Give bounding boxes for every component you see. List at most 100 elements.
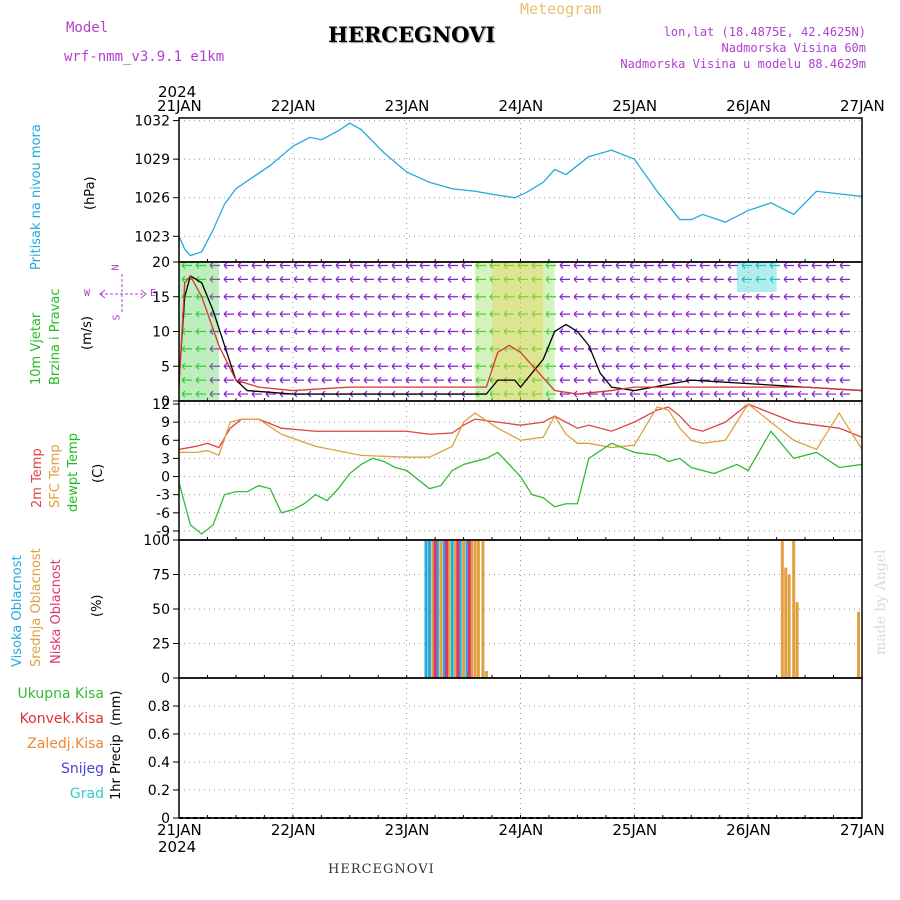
wind-arrow xyxy=(755,310,766,318)
wind-arrow xyxy=(811,390,822,398)
wind-arrow xyxy=(559,293,570,301)
wind-arrow xyxy=(447,293,458,301)
wind-arrow xyxy=(321,275,332,283)
wind-arrow xyxy=(741,390,752,398)
wind-arrow xyxy=(559,328,570,335)
wind-arrow xyxy=(685,275,696,283)
wind-arrow xyxy=(629,362,640,370)
wind-arrow xyxy=(531,376,542,384)
wind-gust-zone xyxy=(474,262,555,401)
wind-arrow xyxy=(503,328,514,335)
wind-arrow xyxy=(839,262,850,269)
wind-arrow xyxy=(825,310,836,318)
wind-arrow xyxy=(363,310,374,318)
cloud-bar xyxy=(445,540,449,678)
wind-arrow xyxy=(573,376,584,384)
elevation-label: Nadmorska Visina 60m xyxy=(721,41,867,55)
wind-arrow xyxy=(223,310,234,318)
wind-arrow xyxy=(307,328,318,335)
wind-arrow xyxy=(825,275,836,283)
wind-arrow xyxy=(461,376,472,384)
wind-arrow xyxy=(349,328,360,335)
cloud-bar xyxy=(473,540,477,678)
wind-arrow xyxy=(321,328,332,335)
wind-arrow xyxy=(265,293,276,301)
wind-arrow xyxy=(615,376,626,384)
wind-arrow xyxy=(741,310,752,318)
cloud-bar xyxy=(462,540,466,678)
wind-arrow xyxy=(839,328,850,335)
wind-arrow xyxy=(475,362,486,370)
y-tick-label: 0.6 xyxy=(148,727,170,743)
wind-arrow xyxy=(195,345,206,353)
wind-arrow xyxy=(237,328,248,335)
series-line-2 xyxy=(178,430,863,535)
y-tick-label: 0 xyxy=(161,394,170,410)
wind-arrow xyxy=(475,376,486,384)
wind-arrow xyxy=(839,376,850,384)
precip-legend-freezing: Zaledj.Kisa xyxy=(27,736,104,752)
wind-arrow xyxy=(797,345,808,353)
panel-precip: 0 0.2 0.4 0.6 0.8 xyxy=(148,677,863,827)
wind-arrow xyxy=(741,275,752,283)
wind-arrow xyxy=(615,310,626,318)
wind-arrow xyxy=(489,262,500,269)
wind-arrow xyxy=(307,310,318,318)
wind-arrow xyxy=(573,362,584,370)
wind-arrow xyxy=(223,262,234,269)
wind-arrow xyxy=(433,376,444,384)
wind-arrow xyxy=(559,310,570,318)
wind-arrow xyxy=(321,345,332,353)
wind-arrow xyxy=(195,376,206,384)
wind-arrow xyxy=(251,275,262,283)
wind-arrow xyxy=(811,275,822,283)
wind-arrow xyxy=(517,362,528,370)
wind-arrow xyxy=(321,262,332,269)
wind-arrow xyxy=(769,310,780,318)
wind-arrow xyxy=(405,275,416,283)
wind-arrow xyxy=(699,310,710,318)
wind-arrow xyxy=(419,362,430,370)
cloud-bar xyxy=(433,540,437,678)
wind-arrow xyxy=(741,262,752,269)
wind-arrow xyxy=(433,293,444,301)
date-label-bottom-4: 25JAN xyxy=(612,821,658,839)
wind-arrow xyxy=(769,293,780,301)
wind-arrow xyxy=(615,293,626,301)
wind-arrow xyxy=(671,293,682,301)
wind-arrow xyxy=(251,345,262,353)
footer-station: HERCEGNOVI xyxy=(328,862,435,877)
cloud-bar xyxy=(458,540,462,678)
wind-arrow xyxy=(643,362,654,370)
wind-arrow xyxy=(601,362,612,370)
cloud-bar xyxy=(427,540,431,678)
wind-arrow xyxy=(433,310,444,318)
cloud-bar xyxy=(787,574,791,678)
wind-arrow xyxy=(643,262,654,269)
wind-arrow xyxy=(629,293,640,301)
wind-arrow xyxy=(825,376,836,384)
wind-arrow xyxy=(447,376,458,384)
wind-arrow xyxy=(657,293,668,301)
series-line-0 xyxy=(178,122,863,257)
y-tick-label: 50 xyxy=(152,602,170,618)
wind-arrow xyxy=(671,390,682,398)
date-label-bottom-0: 21JAN xyxy=(157,821,202,839)
wind-arrow xyxy=(825,293,836,301)
wind-arrow xyxy=(741,328,752,335)
wind-arrow xyxy=(601,310,612,318)
wind-arrow xyxy=(811,328,822,335)
wind-arrow xyxy=(531,310,542,318)
wind-arrow xyxy=(657,262,668,269)
y-tick-label: 15 xyxy=(152,290,170,306)
wind-arrow xyxy=(335,376,346,384)
wind-arrow xyxy=(461,362,472,370)
wind-arrow xyxy=(643,328,654,335)
wind-arrow xyxy=(321,310,332,318)
wind-arrow xyxy=(685,328,696,335)
wind-arrow xyxy=(419,275,430,283)
cloud-bar xyxy=(465,540,469,678)
wind-arrow xyxy=(797,362,808,370)
wind-arrow xyxy=(727,310,738,318)
wind-arrow xyxy=(657,362,668,370)
